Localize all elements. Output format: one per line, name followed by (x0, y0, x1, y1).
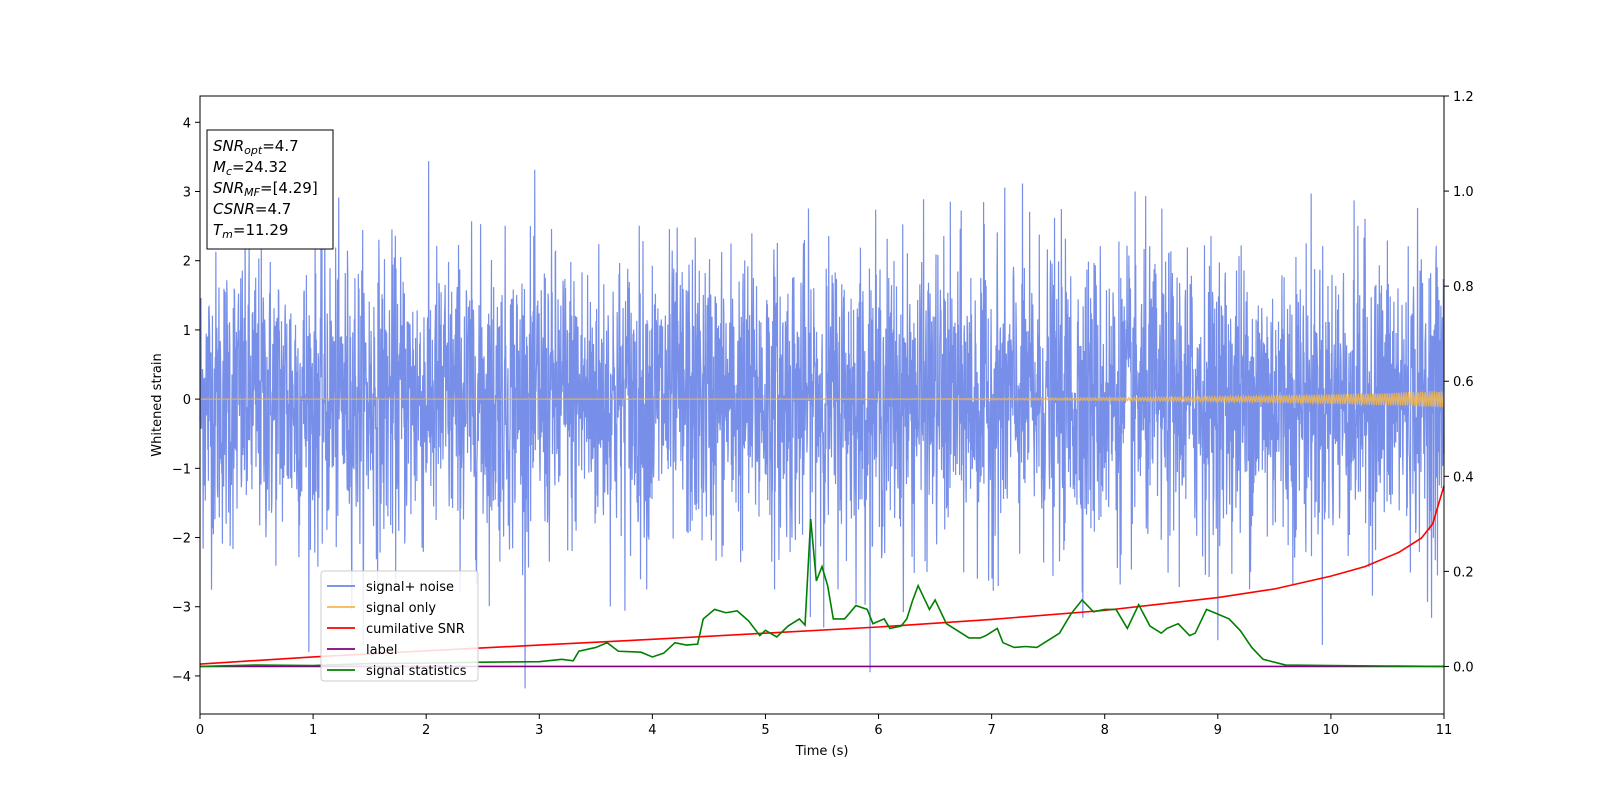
y-tick-label: −4 (172, 670, 191, 685)
x-axis: 0 1 2 3 4 5 6 7 8 9 10 11 (196, 714, 1452, 738)
y2-tick-label: 0.8 (1453, 280, 1474, 295)
annotation-line: CSNR=4.7 (213, 200, 291, 218)
annotation-line: SNRMF=[4.29] (213, 179, 318, 199)
legend-label: cumilative SNR (366, 622, 465, 637)
y-tick-label: 4 (183, 116, 191, 131)
y2-tick-label: 0.2 (1453, 565, 1474, 580)
y-tick-label: 0 (183, 393, 191, 408)
x-tick-label: 7 (987, 723, 995, 738)
x-tick-label: 8 (1101, 723, 1109, 738)
y-axis-right: 0.0 0.2 0.4 0.6 0.8 1.0 1.2 (1444, 90, 1474, 675)
signal-only-series (199, 389, 1445, 409)
signal-only-line (199, 389, 1445, 409)
signal-noise-line (199, 161, 1445, 689)
x-tick-label: 4 (648, 723, 656, 738)
legend-label: signal only (366, 601, 436, 616)
y-tick-label: 3 (183, 186, 191, 201)
cumulative-snr-series (199, 485, 1445, 665)
signal-statistics-line (199, 519, 1445, 668)
y-tick-label: 2 (183, 255, 191, 270)
y2-tick-label: 0.6 (1453, 375, 1474, 390)
y2-tick-label: 0.0 (1453, 660, 1474, 675)
y-tick-label: −1 (172, 462, 191, 477)
x-tick-label: 10 (1323, 723, 1340, 738)
x-tick-label: 6 (874, 723, 882, 738)
x-axis-label: Time (s) (795, 744, 849, 759)
x-tick-label: 5 (761, 723, 769, 738)
y-axis-label: Whitened strain (150, 353, 165, 456)
legend-label: signal+ noise (366, 580, 454, 595)
legend-label: label (366, 643, 397, 658)
annotation-line: SNRopt=4.7 (213, 137, 299, 157)
y-tick-label: −2 (172, 532, 191, 547)
y-axis-left: −4 −3 −2 −1 0 1 2 3 4 (172, 116, 200, 685)
x-tick-label: 11 (1436, 723, 1453, 738)
y2-tick-label: 0.4 (1453, 470, 1474, 485)
x-tick-label: 3 (535, 723, 543, 738)
annotation-line: Tm=11.29 (213, 221, 288, 241)
y-tick-label: 1 (183, 324, 191, 339)
x-tick-label: 9 (1214, 723, 1222, 738)
x-tick-label: 1 (309, 723, 317, 738)
y2-tick-label: 1.0 (1453, 185, 1474, 200)
cumulative-snr-line (199, 485, 1445, 665)
signal-statistics-series (199, 519, 1445, 668)
legend-label: signal statistics (366, 664, 467, 679)
annotation-line: Mc=24.32 (213, 158, 288, 178)
y2-tick-label: 1.2 (1453, 90, 1474, 105)
x-tick-label: 2 (422, 723, 430, 738)
x-tick-label: 0 (196, 723, 204, 738)
y-tick-label: −3 (172, 601, 191, 616)
legend: signal+ noise signal only cumilative SNR la… (320, 570, 479, 682)
plot-area-frame (199, 95, 1445, 715)
signal-noise-series (199, 161, 1445, 689)
